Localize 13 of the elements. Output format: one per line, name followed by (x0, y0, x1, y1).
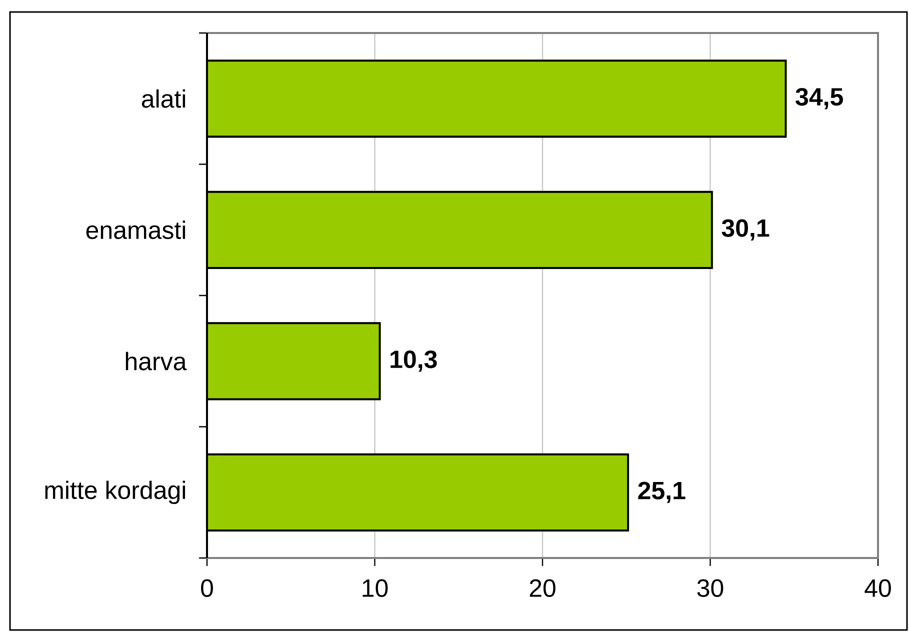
x-tick-label: 20 (530, 579, 556, 597)
data-label: 10,3 (390, 350, 437, 372)
y-tick-label: harva (126, 352, 187, 370)
y-tick-label: mitte kordagi (45, 480, 186, 504)
data-label: 25,1 (638, 482, 686, 504)
data-label: 30,1 (722, 219, 770, 241)
data-label: 34,5 (796, 88, 843, 110)
x-tick-label: 0 (201, 579, 213, 597)
x-tick-label: 10 (362, 579, 388, 597)
y-tick-label: enamasti (86, 220, 186, 240)
x-tick-label: 40 (864, 579, 891, 597)
x-tick-label: 30 (697, 579, 724, 597)
y-tick-label: alati (142, 89, 186, 108)
